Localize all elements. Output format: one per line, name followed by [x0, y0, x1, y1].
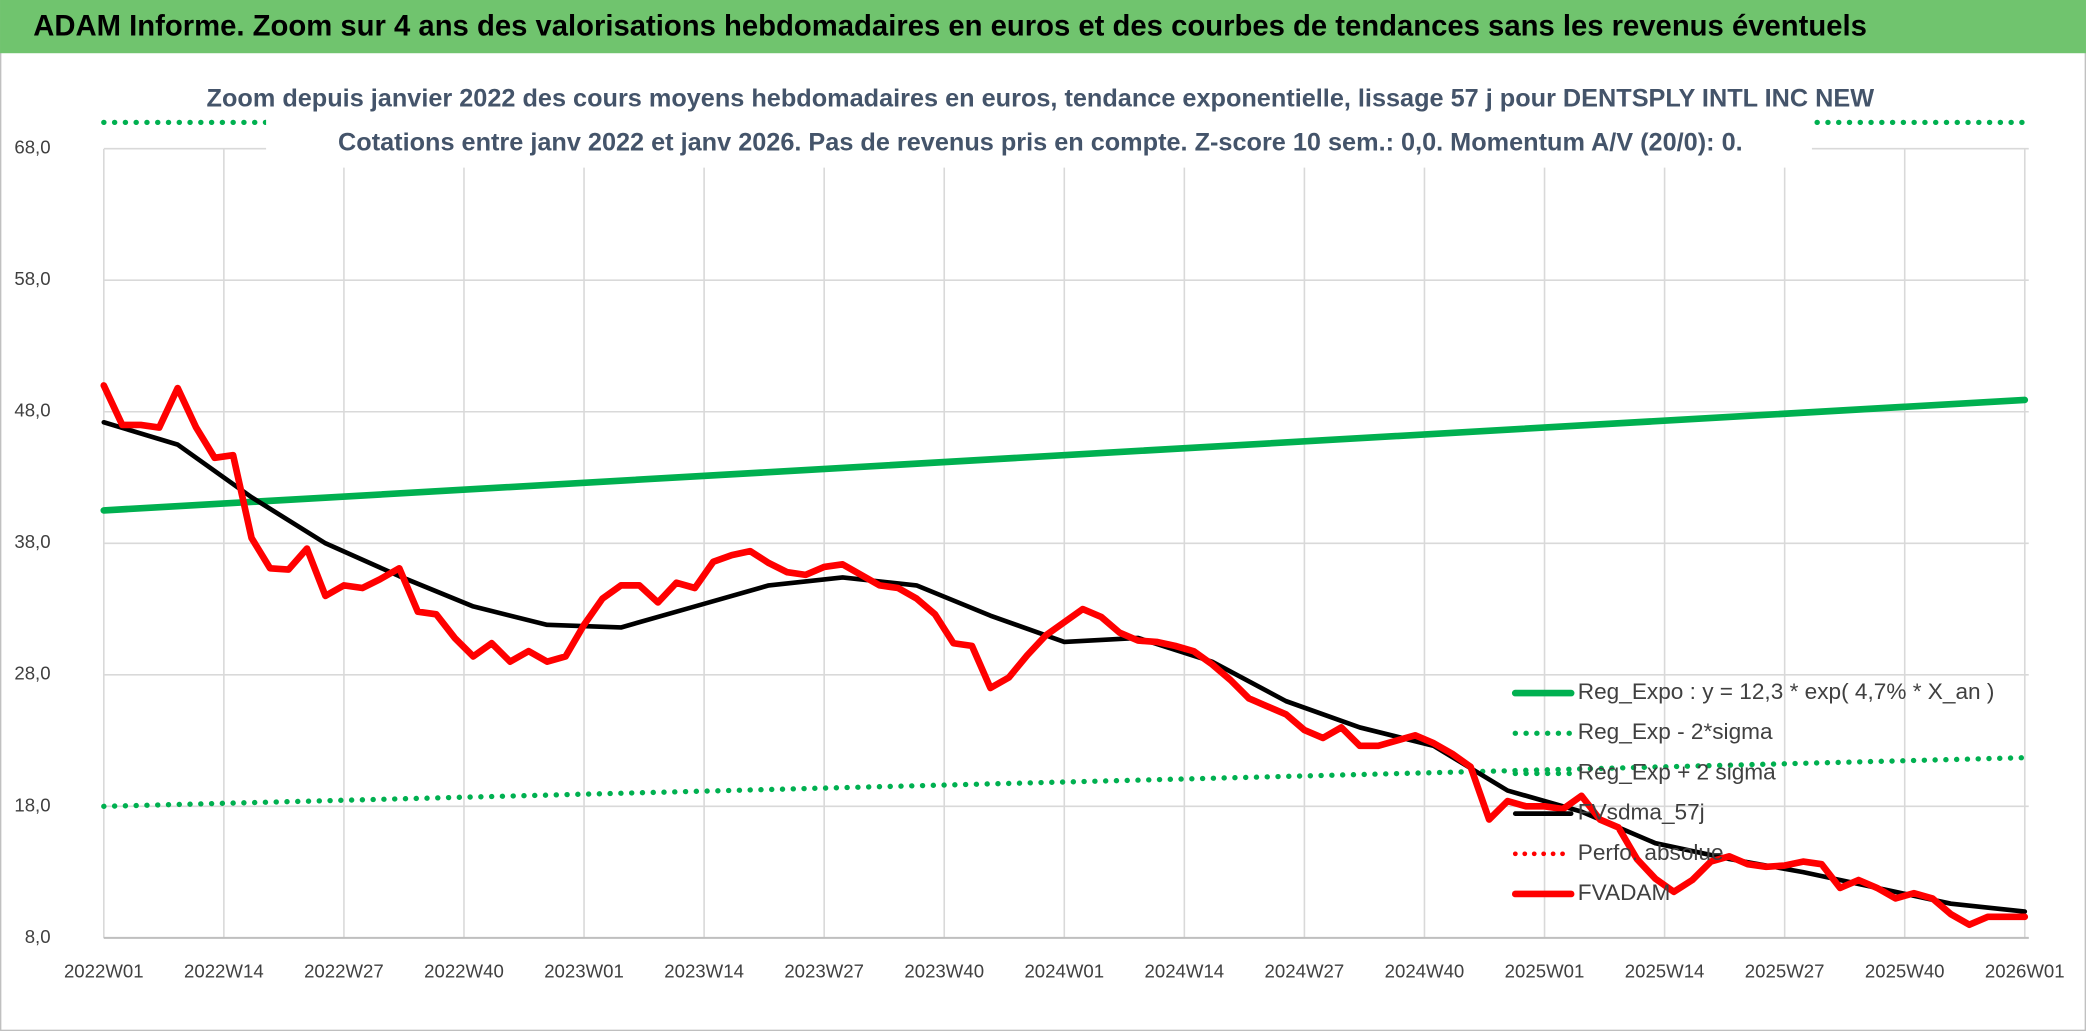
chart-title: Zoom depuis janvier 2022 des cours moyen… [207, 84, 1875, 112]
legend-label: Reg_Exp - 2*sigma [1578, 719, 1773, 744]
series-line [100, 382, 2029, 929]
y-tick-label: 38,0 [14, 531, 50, 552]
x-tick-label: 2022W14 [184, 960, 264, 981]
x-tick-label: 2024W27 [1265, 960, 1345, 981]
x-tick-label: 2023W27 [784, 960, 864, 981]
x-tick-label: 2024W14 [1145, 960, 1225, 981]
series-line [101, 419, 2028, 914]
y-tick-label: 48,0 [14, 400, 50, 421]
x-tick-label: 2023W14 [664, 960, 744, 981]
x-tick-label: 2025W01 [1505, 960, 1585, 981]
chart-subtitle: Cotations entre janv 2022 et janv 2026. … [338, 128, 1743, 156]
y-tick-label: 28,0 [14, 663, 50, 684]
header-bar [0, 0, 2086, 54]
x-tick-label: 2022W27 [304, 960, 384, 981]
legend-label: FVADAM [1578, 880, 1671, 905]
legend-label: Reg_Expo : y = 12,3 * exp( 4,7% * X_an ) [1578, 679, 1995, 704]
legend-label: Perfo. absolue [1578, 840, 1724, 865]
x-tick-label: 2023W40 [904, 960, 984, 981]
x-tick-label: 2025W14 [1625, 960, 1705, 981]
y-tick-label: 18,0 [14, 794, 50, 815]
y-tick-label: 68,0 [14, 137, 50, 158]
x-tick-label: 2024W40 [1385, 960, 1465, 981]
legend: Reg_Expo : y = 12,3 * exp( 4,7% * X_an )… [1511, 679, 1995, 905]
x-tick-label: 2023W01 [544, 960, 624, 981]
y-tick-label: 58,0 [14, 268, 50, 289]
x-tick-label: 2022W01 [64, 960, 144, 981]
series-line [101, 755, 2028, 810]
legend-label: Reg_Exp + 2 sigma [1578, 759, 1776, 784]
x-tick-label: 2025W40 [1865, 960, 1945, 981]
x-tick-label: 2025W27 [1745, 960, 1825, 981]
series-line [100, 396, 2029, 514]
y-tick-label: 8,0 [25, 926, 51, 947]
header-title: ADAM Informe. Zoom sur 4 ans des valoris… [33, 11, 1867, 43]
title-box [266, 77, 1812, 168]
x-tick-label: 2022W40 [424, 960, 504, 981]
legend-label: FVsdma_57j [1578, 800, 1705, 825]
x-tick-label: 2026W01 [1985, 960, 2065, 981]
x-tick-label: 2024W01 [1024, 960, 1104, 981]
